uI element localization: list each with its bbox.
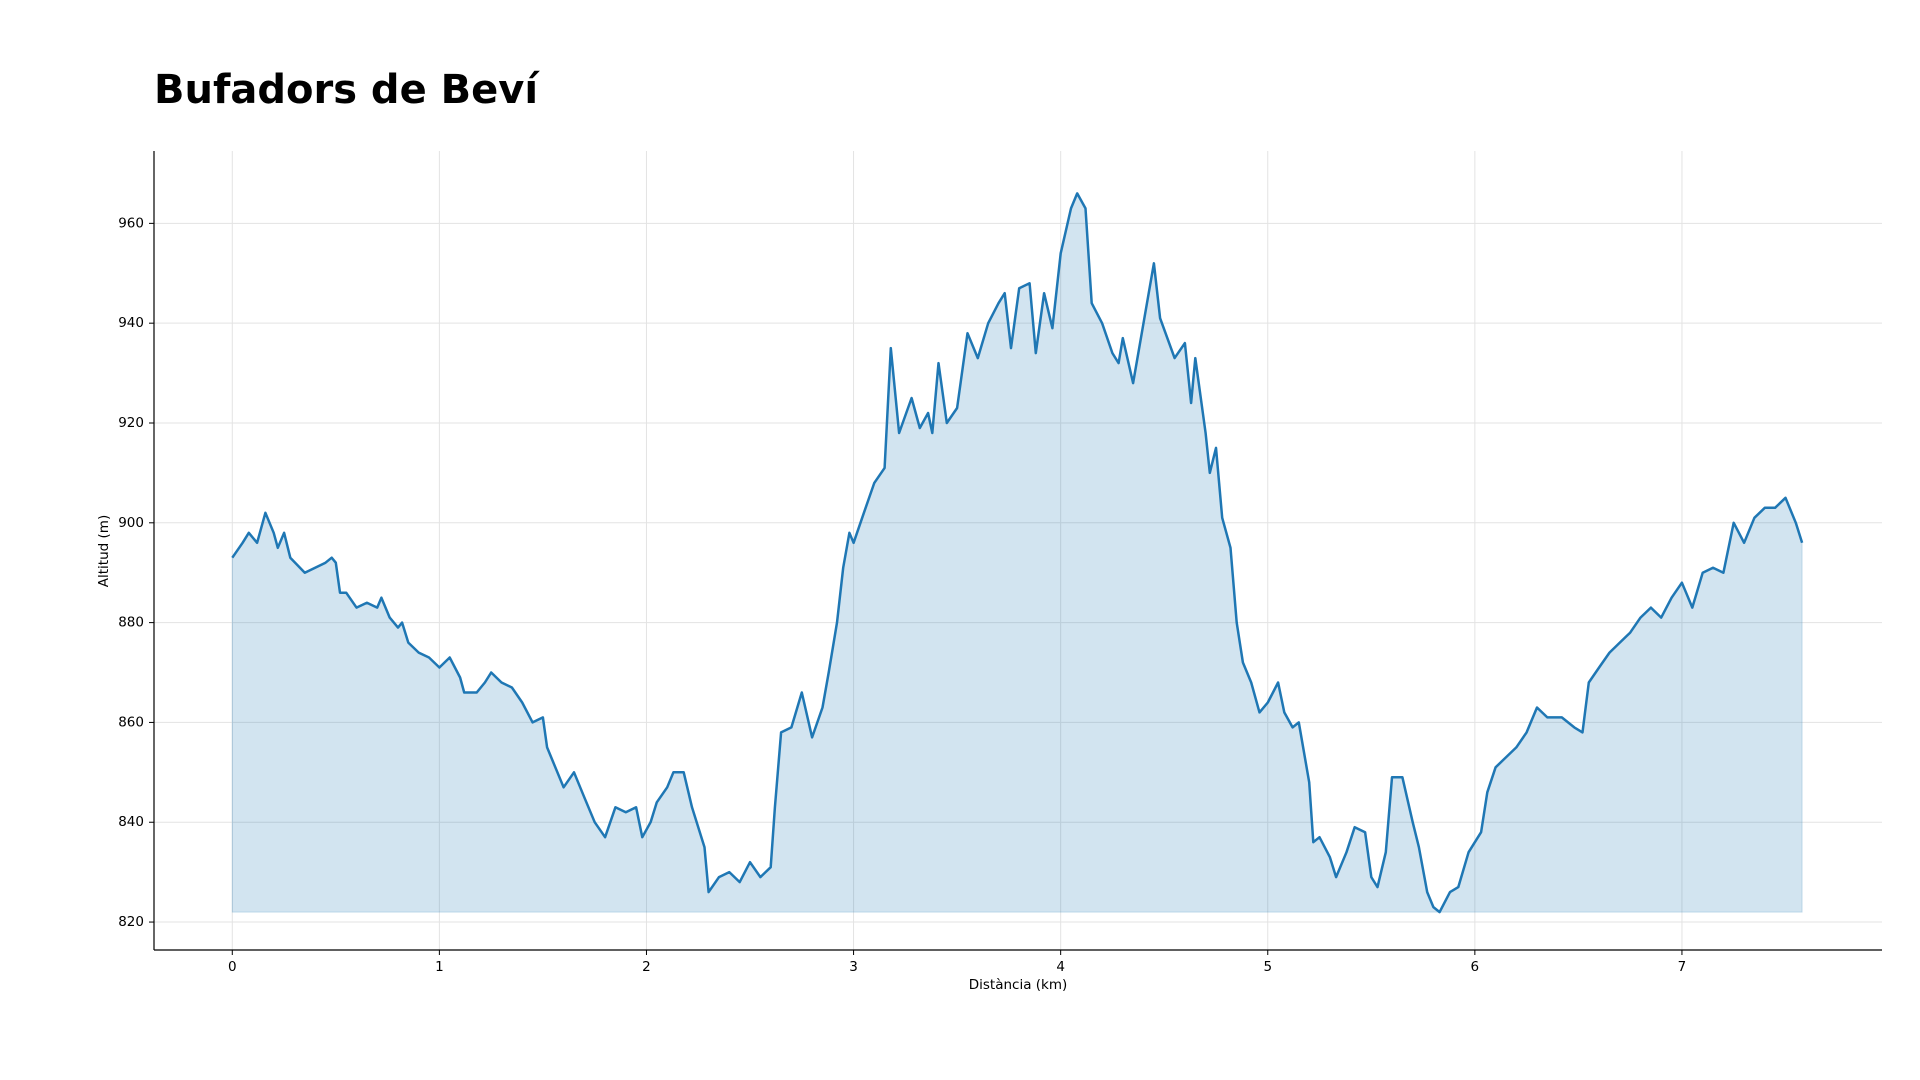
y-tick-label: 840 xyxy=(118,814,144,830)
y-tick-label: 920 xyxy=(118,415,144,431)
x-tick-label: 2 xyxy=(642,959,651,975)
y-tick-label: 820 xyxy=(118,914,144,930)
y-axis-label: Altitud (m) xyxy=(96,515,112,587)
x-tick-label: 5 xyxy=(1263,959,1272,975)
y-tick-label: 860 xyxy=(118,714,144,730)
x-tick-label: 6 xyxy=(1471,959,1480,975)
x-tick-label: 4 xyxy=(1056,959,1065,975)
x-tick-label: 3 xyxy=(849,959,858,975)
line xyxy=(231,192,1804,914)
chart-title: Bufadors de Beví xyxy=(154,67,540,113)
x-tick-label: 7 xyxy=(1678,959,1687,975)
x-axis-label: Distància (km) xyxy=(969,977,1068,993)
y-tick-label: 940 xyxy=(118,315,144,331)
y-tick-label: 880 xyxy=(118,615,144,631)
y-tick-label: 960 xyxy=(118,215,144,231)
x-tick-label: 1 xyxy=(435,959,444,975)
y-tick-label: 900 xyxy=(118,515,144,531)
x-tick-label: 0 xyxy=(228,959,237,975)
